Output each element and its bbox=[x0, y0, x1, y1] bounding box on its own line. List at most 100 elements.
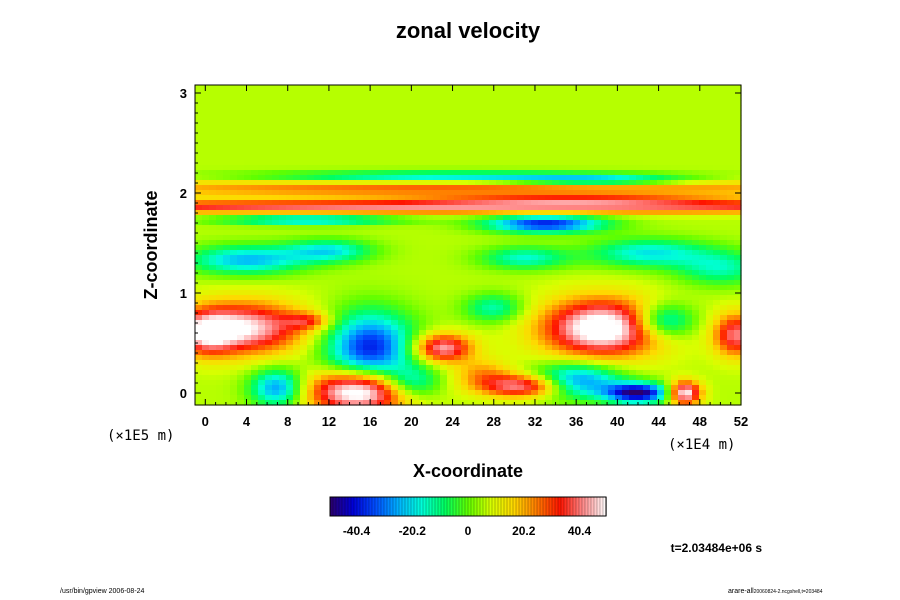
heatmap-cell bbox=[615, 290, 623, 296]
heatmap-cell bbox=[335, 370, 343, 376]
heatmap-cell bbox=[692, 265, 700, 271]
heatmap-cell bbox=[265, 155, 273, 161]
heatmap-cell bbox=[678, 355, 686, 361]
heatmap-cell bbox=[482, 300, 490, 306]
heatmap-cell bbox=[706, 240, 714, 246]
heatmap-cell bbox=[601, 100, 609, 106]
heatmap-cell bbox=[671, 330, 679, 336]
heatmap-cell bbox=[503, 270, 511, 276]
heatmap-cell bbox=[440, 270, 448, 276]
heatmap-cell bbox=[356, 360, 364, 366]
heatmap-cell bbox=[685, 280, 693, 286]
heatmap-cell bbox=[307, 235, 315, 241]
heatmap-cell bbox=[517, 165, 525, 171]
heatmap-cell bbox=[636, 285, 644, 291]
heatmap-cell bbox=[244, 345, 252, 351]
heatmap-cell bbox=[307, 345, 315, 351]
heatmap-cell bbox=[286, 170, 294, 176]
heatmap-cell bbox=[447, 295, 455, 301]
heatmap-cell bbox=[440, 205, 448, 211]
heatmap-cell bbox=[699, 330, 707, 336]
heatmap-cell bbox=[531, 115, 539, 121]
heatmap-cell bbox=[587, 270, 595, 276]
heatmap-cell bbox=[461, 150, 469, 156]
heatmap-cell bbox=[629, 350, 637, 356]
heatmap-cell bbox=[545, 320, 553, 326]
heatmap-cell bbox=[664, 400, 672, 406]
heatmap-cell bbox=[685, 235, 693, 241]
heatmap-cell bbox=[615, 380, 623, 386]
heatmap-cell bbox=[559, 260, 567, 266]
heatmap-cell bbox=[237, 185, 245, 191]
heatmap-cell bbox=[447, 290, 455, 296]
heatmap-cell bbox=[559, 85, 567, 91]
heatmap-cell bbox=[293, 180, 301, 186]
heatmap-cell bbox=[426, 160, 434, 166]
heatmap-cell bbox=[594, 220, 602, 226]
heatmap-cell bbox=[629, 395, 637, 401]
heatmap-cell bbox=[230, 300, 238, 306]
heatmap-cell bbox=[720, 350, 728, 356]
heatmap-cell bbox=[713, 205, 721, 211]
heatmap-cell bbox=[692, 240, 700, 246]
heatmap-cell bbox=[405, 95, 413, 101]
heatmap-cell bbox=[272, 255, 280, 261]
heatmap-cell bbox=[461, 395, 469, 401]
heatmap-cell bbox=[230, 395, 238, 401]
heatmap-cell bbox=[608, 210, 616, 216]
heatmap-cell bbox=[615, 85, 623, 91]
heatmap-cell bbox=[433, 195, 441, 201]
heatmap-cell bbox=[559, 90, 567, 96]
heatmap-cell bbox=[363, 265, 371, 271]
heatmap-cell bbox=[664, 280, 672, 286]
heatmap-cell bbox=[447, 260, 455, 266]
heatmap-cell bbox=[475, 320, 483, 326]
heatmap-cell bbox=[524, 230, 532, 236]
heatmap-cell bbox=[307, 275, 315, 281]
heatmap-cell bbox=[692, 360, 700, 366]
heatmap-cell bbox=[384, 105, 392, 111]
heatmap-cell bbox=[461, 280, 469, 286]
heatmap-cell bbox=[293, 395, 301, 401]
heatmap-cell bbox=[195, 295, 203, 301]
heatmap-cell bbox=[202, 345, 210, 351]
heatmap-cell bbox=[321, 95, 329, 101]
heatmap-cell bbox=[524, 200, 532, 206]
heatmap-cell bbox=[587, 250, 595, 256]
heatmap-cell bbox=[391, 260, 399, 266]
heatmap-cell bbox=[713, 360, 721, 366]
heatmap-cell bbox=[664, 140, 672, 146]
heatmap-cell bbox=[559, 340, 567, 346]
heatmap-cell bbox=[349, 210, 357, 216]
heatmap-cell bbox=[195, 315, 203, 321]
heatmap-cell bbox=[727, 355, 735, 361]
heatmap-cell bbox=[524, 265, 532, 271]
heatmap-cell bbox=[244, 200, 252, 206]
heatmap-cell bbox=[552, 215, 560, 221]
heatmap-cell bbox=[531, 105, 539, 111]
heatmap-cell bbox=[223, 200, 231, 206]
heatmap-cell bbox=[580, 290, 588, 296]
heatmap-cell bbox=[335, 115, 343, 121]
heatmap-cell bbox=[209, 325, 217, 331]
heatmap-cell bbox=[251, 330, 259, 336]
heatmap-cell bbox=[377, 155, 385, 161]
heatmap-cell bbox=[622, 235, 630, 241]
heatmap-cell bbox=[608, 375, 616, 381]
heatmap-cell bbox=[272, 100, 280, 106]
heatmap-cell bbox=[258, 340, 266, 346]
heatmap-cell bbox=[286, 210, 294, 216]
heatmap-cell bbox=[384, 195, 392, 201]
heatmap-cell bbox=[370, 350, 378, 356]
heatmap-cell bbox=[461, 255, 469, 261]
heatmap-cell bbox=[699, 130, 707, 136]
heatmap-cell bbox=[426, 215, 434, 221]
heatmap-cell bbox=[335, 380, 343, 386]
heatmap-cell bbox=[223, 110, 231, 116]
heatmap-cell bbox=[405, 260, 413, 266]
heatmap-cell bbox=[412, 115, 420, 121]
heatmap-cell bbox=[664, 225, 672, 231]
heatmap-cell bbox=[720, 250, 728, 256]
heatmap-cell bbox=[265, 285, 273, 291]
heatmap-cell bbox=[251, 275, 259, 281]
